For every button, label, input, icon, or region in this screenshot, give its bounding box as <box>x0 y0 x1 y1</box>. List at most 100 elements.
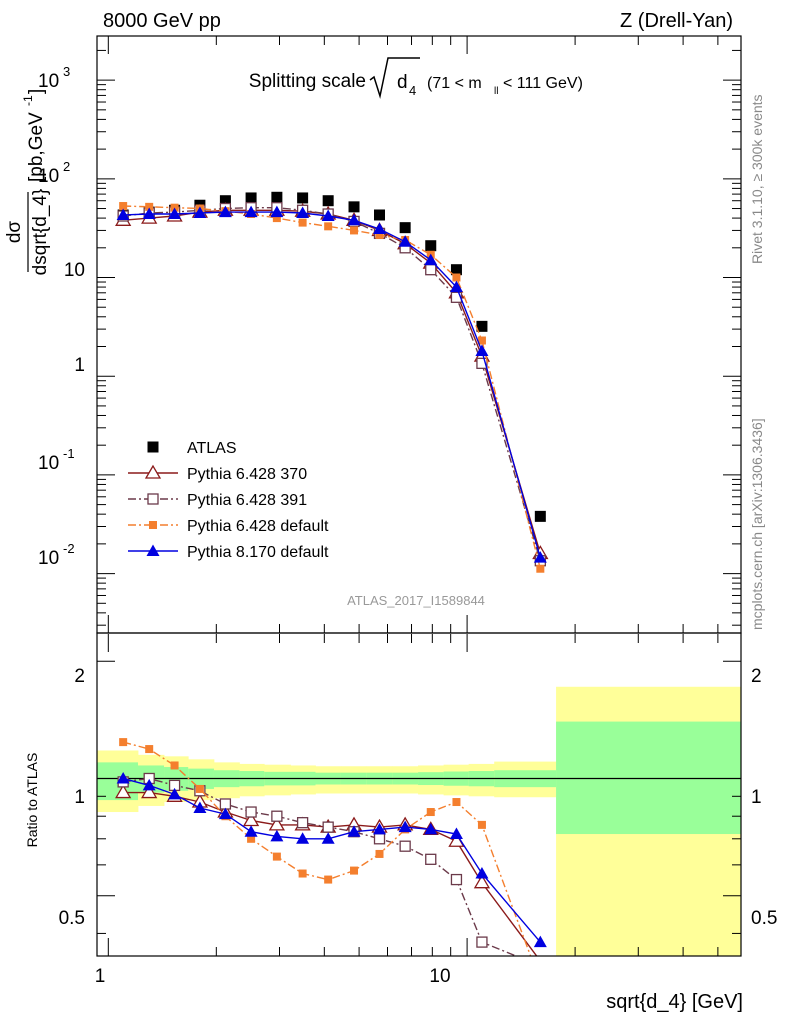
main-y-tick-label-100-exp: 2 <box>63 159 70 174</box>
x-axis-label: sqrt{d_4} [GeV] <box>606 991 743 1013</box>
data-point-atlas-4 <box>219 195 231 207</box>
ratio-point-pythia-8-170-default-4 <box>218 807 232 820</box>
legend-marker-pythia-6-428-391 <box>147 493 159 505</box>
data-point-atlas-13 <box>450 264 462 276</box>
ratio-point-pythia-8-170-default-14 <box>475 867 489 879</box>
ratio-y-tick-label-2-left: 2 <box>74 666 85 687</box>
ratio-line-pythia-6-428-default <box>123 741 532 956</box>
main-panel: ATLAS_2017_I1589844 ATLAS Pythia 6.428 37… <box>96 35 742 634</box>
main-y-tick-label-0.1: 10 <box>38 453 59 474</box>
watermark-label: ATLAS_2017_I1589844 <box>347 593 485 608</box>
series-line-pythia-8-170-default <box>123 211 541 558</box>
ratio-y-tick-label-0.5-left: 0.5 <box>59 908 85 929</box>
ratio-point-pythia-6-428-default-10 <box>375 849 384 858</box>
x-tick-label-1: 1 <box>95 966 106 987</box>
data-point-atlas-6 <box>271 191 283 203</box>
data-point-pythia-8-170-default-8 <box>321 209 335 222</box>
main-y-tick-label-0.01: 10 <box>38 548 59 569</box>
ratio-point-pythia-8-170-default-10 <box>373 822 387 835</box>
ylabel-units: [pb,GeV <box>26 112 47 182</box>
main-y-tick-label-10: 10 <box>64 260 85 281</box>
main-y-tick-label-1: 1 <box>74 355 85 376</box>
main-y-tick-label-1000-exp: 3 <box>63 64 70 79</box>
data-point-atlas-7 <box>297 192 309 204</box>
ratio-point-pythia-8-170-default-5 <box>244 825 258 837</box>
ratio-panel <box>96 632 742 957</box>
ylabel-frac-den: dsqrt{d_4} <box>30 189 51 276</box>
ratio-point-pythia-6-428-370-1 <box>141 784 158 799</box>
legend-marker-pythia-8-170-default <box>146 544 160 556</box>
data-point-pythia-8-170-default-1 <box>142 207 156 220</box>
ratio-point-pythia-8-170-default-0 <box>116 771 130 784</box>
ratio-point-pythia-6-428-391-11 <box>399 840 411 852</box>
ratio-point-pythia-6-428-default-3 <box>195 784 204 793</box>
series-pythia-6-428-default <box>119 202 545 573</box>
data-point-pythia-6-428-391-12 <box>425 264 437 276</box>
ratio-line-pythia-6-428-370 <box>123 791 538 956</box>
legend: ATLAS Pythia 6.428 370 Pythia 6.428 391 Pyt… <box>128 440 329 561</box>
title-symbol-sub: 4 <box>409 83 416 98</box>
ratio-point-pythia-8-170-default-11 <box>398 820 412 833</box>
ratio-point-pythia-6-428-391-5 <box>245 806 257 818</box>
ratio-point-pythia-6-428-370-14 <box>473 874 491 889</box>
ratio-point-pythia-6-428-default-1 <box>145 745 154 754</box>
data-point-pythia-8-170-default-14 <box>475 344 489 357</box>
data-point-atlas-5 <box>245 192 257 204</box>
data-point-pythia-6-428-default-9 <box>350 226 359 235</box>
legend-item-atlas: ATLAS <box>147 440 237 457</box>
series-pythia-6-428-370 <box>115 201 549 560</box>
main-y-tick-label-0.01-exp: -2 <box>63 541 75 556</box>
ratio-y-tick-label-1-left: 1 <box>74 787 85 808</box>
ratio-series-pythia-6-428-default <box>119 738 532 956</box>
ratio-series-pythia-6-428-370 <box>115 784 538 956</box>
ratio-point-pythia-6-428-370-6 <box>268 816 286 831</box>
ratio-y-tick-label-2-right: 2 <box>751 666 762 687</box>
ratio-point-pythia-6-428-default-7 <box>298 869 307 878</box>
data-point-pythia-8-170-default-7 <box>296 206 310 219</box>
data-point-pythia-8-170-default-0 <box>116 208 130 220</box>
legend-label-pythia-8-170-default: Pythia 8.170 default <box>187 544 329 561</box>
data-point-pythia-6-428-default-10 <box>375 230 384 239</box>
data-point-atlas-8 <box>322 195 334 207</box>
ratio-y-tick-label-0.5-right: 0.5 <box>751 908 777 929</box>
ratio-point-pythia-6-428-391-10 <box>373 833 386 845</box>
main-title: Splitting scale d 4 (71 < m ll < 111 GeV… <box>249 57 583 99</box>
ratio-point-pythia-6-428-391-6 <box>271 810 283 822</box>
title-prefix: Splitting scale <box>249 71 366 92</box>
ratio-point-pythia-6-428-default-8 <box>324 875 333 884</box>
legend-item-pythia-6-428-default: Pythia 6.428 default <box>128 518 329 535</box>
data-point-atlas-10 <box>374 209 386 221</box>
data-point-pythia-6-428-default-6 <box>272 214 281 223</box>
series-line-pythia-6-428-391 <box>123 207 541 561</box>
data-point-pythia-6-428-default-13 <box>452 273 461 282</box>
data-point-pythia-8-170-default-10 <box>373 222 387 235</box>
data-point-pythia-8-170-default-4 <box>218 205 232 218</box>
data-point-pythia-8-170-default-15 <box>533 551 547 563</box>
ratio-frame <box>96 632 742 957</box>
ratio-point-pythia-6-428-391-4 <box>219 798 232 810</box>
data-point-pythia-6-428-default-1 <box>145 202 154 211</box>
data-point-pythia-8-170-default-2 <box>168 207 182 220</box>
series-line-pythia-6-428-default <box>123 205 541 569</box>
ratio-line-pythia-8-170-default <box>123 777 541 943</box>
legend-label-pythia-6-428-default: Pythia 6.428 default <box>187 518 329 535</box>
legend-item-pythia-8-170-default: Pythia 8.170 default <box>128 544 329 561</box>
data-point-pythia-6-428-default-14 <box>477 336 486 345</box>
data-point-atlas-14 <box>476 320 488 332</box>
stat-uncertainty-band <box>556 721 741 835</box>
ratio-point-pythia-6-428-391-14 <box>476 936 488 948</box>
title-range-pre: (71 < m <box>427 75 482 92</box>
header-right: Z (Drell-Yan) <box>620 10 733 32</box>
ratio-point-pythia-8-170-default-13 <box>449 827 463 840</box>
data-point-pythia-8-170-default-13 <box>449 280 463 293</box>
series-pythia-8-170-default <box>116 205 547 563</box>
ratio-point-pythia-6-428-default-14 <box>477 820 486 829</box>
ratio-point-pythia-8-170-default-2 <box>168 787 182 800</box>
ratio-point-pythia-8-170-default-3 <box>193 801 207 813</box>
mcplots-label: mcplots.cern.ch [arXiv:1306.3436] <box>749 418 765 630</box>
data-point-pythia-6-428-default-7 <box>298 218 307 227</box>
legend-item-pythia-6-428-391: Pythia 6.428 391 <box>128 492 307 509</box>
title-range-post: < 111 GeV) <box>503 75 583 92</box>
ratio-point-pythia-8-170-default-12 <box>424 822 438 835</box>
